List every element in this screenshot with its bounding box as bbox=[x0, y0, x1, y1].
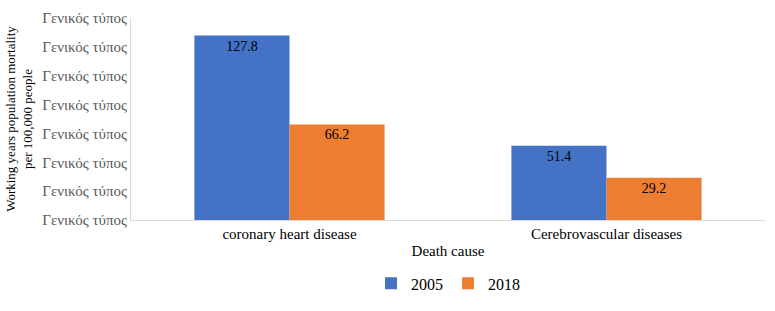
svg-text:Γενικός τύπος: Γενικός τύπος bbox=[42, 97, 127, 113]
svg-text:Γενικός τύπος: Γενικός τύπος bbox=[42, 68, 127, 84]
svg-text:Γενικός τύπος: Γενικός τύπος bbox=[42, 10, 127, 26]
svg-text:Γενικός τύπος: Γενικός τύπος bbox=[42, 126, 127, 142]
svg-text:Γενικός τύπος: Γενικός τύπος bbox=[42, 212, 127, 228]
svg-text:Γενικός τύπος: Γενικός τύπος bbox=[42, 183, 127, 199]
svg-text:66.2: 66.2 bbox=[325, 127, 350, 142]
svg-text:2018: 2018 bbox=[488, 276, 520, 293]
svg-text:Γενικός τύπος: Γενικός τύπος bbox=[42, 39, 127, 55]
svg-text:Cerebrovascular diseases: Cerebrovascular diseases bbox=[531, 226, 682, 242]
svg-text:Working years population morta: Working years population mortalityper 10… bbox=[3, 26, 35, 212]
svg-text:51.4: 51.4 bbox=[547, 149, 572, 164]
svg-text:coronary heart disease: coronary heart disease bbox=[222, 226, 356, 242]
svg-text:Death cause: Death cause bbox=[412, 243, 485, 259]
svg-text:127.8: 127.8 bbox=[226, 39, 258, 54]
svg-text:Γενικός τύπος: Γενικός τύπος bbox=[42, 155, 127, 171]
svg-text:29.2: 29.2 bbox=[642, 181, 667, 196]
svg-text:2005: 2005 bbox=[411, 276, 443, 293]
